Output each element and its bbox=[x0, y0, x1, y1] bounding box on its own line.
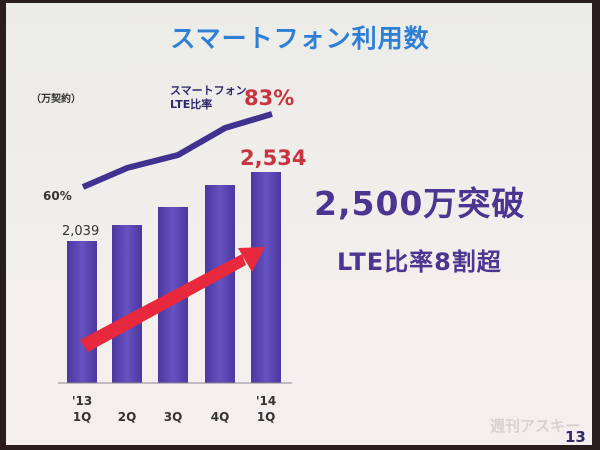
subheadline: LTE比率8割超 bbox=[337, 248, 502, 276]
x-label-year bbox=[102, 393, 152, 409]
x-label-13-2q: 2Q bbox=[102, 393, 152, 425]
x-label-quarter: 4Q bbox=[210, 410, 230, 424]
line-label-line1: スマートフォン bbox=[170, 84, 247, 97]
growth-arrow-icon bbox=[80, 247, 265, 352]
unit-label: （万契約） bbox=[31, 94, 81, 105]
page-number: 13 bbox=[565, 428, 586, 446]
x-label-quarter: 1Q bbox=[256, 410, 276, 424]
line-end-value: 83% bbox=[244, 86, 295, 110]
x-label-quarter: 2Q bbox=[117, 410, 137, 424]
x-label-13-1q: '13 1Q bbox=[57, 393, 107, 425]
x-label-quarter: 1Q bbox=[72, 410, 92, 424]
line-start-value: 60% bbox=[43, 189, 72, 203]
lte-ratio-line bbox=[81, 111, 273, 190]
watermark: 週刊アスキー bbox=[490, 417, 581, 435]
slide-title: スマートフォン利用数 bbox=[170, 24, 430, 53]
x-label-quarter: 3Q bbox=[163, 410, 183, 424]
x-label-13-4q: 4Q bbox=[195, 393, 245, 425]
bar-first-value: 2,039 bbox=[62, 224, 100, 239]
bar-14-1q bbox=[251, 172, 281, 383]
x-label-year: '14 bbox=[255, 394, 277, 408]
x-label-14-1q: '14 1Q bbox=[241, 393, 291, 425]
headline: 2,500万突破 bbox=[314, 184, 526, 223]
x-label-year: '13 bbox=[71, 394, 93, 408]
x-label-year bbox=[195, 393, 245, 409]
bar-13-2q bbox=[112, 225, 142, 383]
bar-13-1q bbox=[67, 241, 97, 383]
bar-last-value: 2,534 bbox=[240, 146, 307, 170]
x-label-year bbox=[148, 393, 198, 409]
line-series-label: スマートフォン LTE比率 bbox=[170, 84, 247, 112]
x-label-13-3q: 3Q bbox=[148, 393, 198, 425]
line-label-line2: LTE比率 bbox=[170, 98, 213, 111]
slide bbox=[6, 3, 592, 445]
